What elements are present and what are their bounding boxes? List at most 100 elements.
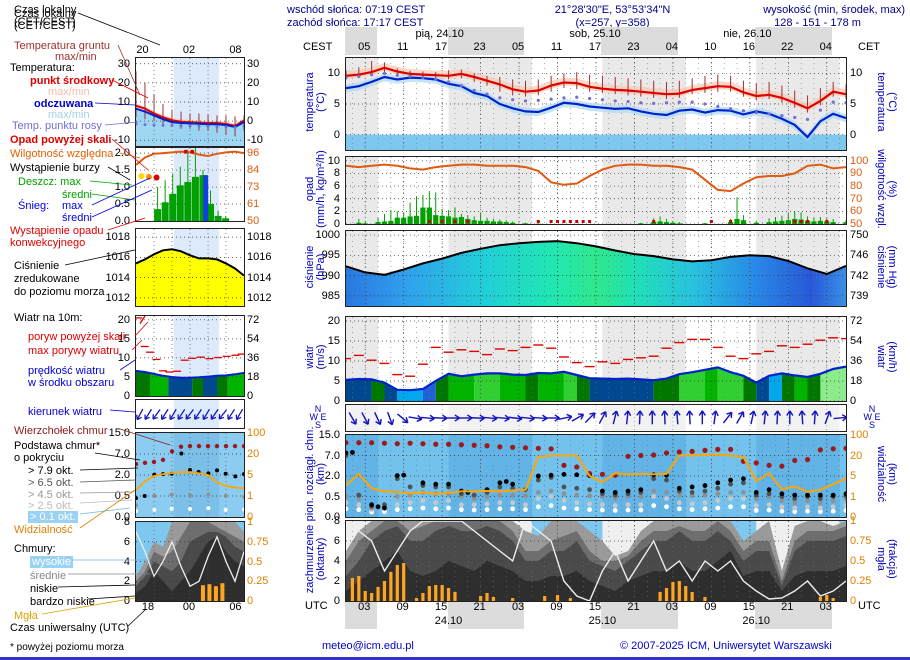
legend-niskie: niskie: [30, 583, 59, 595]
axis-tick: 100: [850, 429, 869, 441]
mini-pressure-panel: [135, 228, 245, 307]
axis-name-wiatr-left: wiatr (m/s): [304, 344, 327, 370]
mini-tick: 5: [123, 370, 130, 383]
axis-tick: 0: [333, 395, 340, 407]
legend-podstawa-chmur-: Podstawa chmur*: [14, 440, 101, 452]
mini-tick: 10: [247, 96, 260, 108]
hour-label-top: 10: [704, 41, 717, 53]
hour-label-top: 05: [511, 41, 525, 53]
mini-tick: 0.5: [247, 555, 263, 568]
day-label-bottom: 25.10: [588, 615, 617, 627]
legend--rednie: średnie: [30, 570, 67, 582]
legend--cet-cest-: (CET/CEST): [14, 20, 76, 32]
mini-temperature-panel: [135, 57, 245, 147]
axis-tick: 746: [850, 249, 869, 262]
mini-cloud-cover-panel: [135, 521, 245, 602]
legend-chmury-: Chmury:: [14, 543, 56, 555]
legend--nieg-: Śnieg:: [18, 200, 50, 212]
mini-tick: 18: [247, 370, 260, 383]
mini-tick: 36: [247, 351, 260, 364]
mini-tick: 61: [247, 198, 260, 211]
mini-tick: 20: [247, 76, 260, 89]
mini-tick: 4: [123, 555, 130, 568]
legend--redni: średni: [62, 189, 92, 201]
mini-tick: 1018: [247, 231, 272, 244]
cloud-extent-panel: [345, 434, 847, 518]
mini-cloud-extent-panel: [135, 432, 245, 518]
legend-wyst-pienie-opadu: Wystąpienie opadu: [10, 225, 104, 237]
timezone-top-right: CET: [858, 41, 880, 53]
axis-tick: 10: [327, 355, 340, 367]
axis-tick: 739: [850, 289, 869, 302]
axis-tick: 7.0: [324, 449, 340, 462]
axis-tick: 6: [333, 180, 340, 193]
legend-wiatr-na-10m-: Wiatr na 10m:: [14, 312, 83, 324]
local-time-label-line1: Czas lokalny: [14, 4, 77, 16]
copyright-label: © 2007-2025 ICM, Uniwersytet Warszawski: [620, 640, 832, 652]
axis-tick: 20: [850, 449, 863, 462]
hour-label-top: 23: [473, 41, 486, 53]
timezone-bottom-right: UTC: [858, 600, 881, 612]
legend-konwekcyjnego: konwekcyjnego: [10, 237, 86, 249]
axis-tick: 80: [850, 180, 863, 193]
axis-name-wiatr-right: (km/h) wiatr: [875, 341, 898, 373]
axis-tick: 5: [333, 98, 340, 110]
mini-tick: 96: [247, 147, 260, 160]
axis-day-band: [345, 27, 378, 55]
axis-tick: 742: [850, 269, 869, 282]
legend-mg-a: Mgła: [14, 610, 38, 622]
mini-hour-top: 08: [229, 44, 242, 56]
mini-tick: 1012: [247, 291, 272, 304]
axis-tick: 90: [850, 167, 863, 180]
mini-tick: 0: [247, 511, 254, 523]
hour-label-bottom: 03: [819, 601, 832, 613]
axis-tick: 985: [321, 289, 340, 302]
axis-tick: 0.0: [324, 511, 340, 523]
legend-deszcz-max: Deszcz: max: [18, 176, 81, 188]
legend-pr-dko-wiatru: prędkość wiatru: [28, 365, 106, 377]
legend-max-porywy-wiatru: max porywy wiatru: [28, 345, 120, 357]
axis-tick: 0: [850, 595, 857, 607]
axis-tick: 2.0: [324, 470, 340, 482]
axis-tick: 995: [321, 249, 340, 262]
axis-tick: 100: [850, 154, 869, 167]
legend-wysokie: wysokie: [30, 556, 74, 568]
contact-email-link[interactable]: meteo@icm.edu.pl: [322, 640, 414, 652]
hour-label-bottom: 15: [588, 601, 602, 613]
mini-tick: 0.5: [114, 490, 130, 502]
pressure-panel: [345, 230, 847, 307]
sunset-label: zachód słońca: 17:17 CEST: [287, 17, 424, 29]
mini-tick: 8: [123, 516, 130, 528]
axis-day-band: [601, 600, 679, 629]
legend-bardzo-niskie: bardzo niskie: [30, 596, 95, 608]
axis-tick: 36: [850, 355, 863, 367]
axis-tick: 0: [333, 595, 340, 607]
hour-label-bottom: 03: [511, 601, 525, 613]
mini-tick: 84: [247, 164, 260, 177]
legend-ci-nienie: Ciśnienie: [14, 260, 60, 272]
legend-zredukowane: zredukowane: [14, 273, 80, 285]
hour-label-top: 17: [435, 41, 448, 53]
mini-tick: 6: [123, 535, 130, 548]
legend-kierunek-wiatru: kierunek wiatru: [28, 406, 102, 418]
axis-day-band: [447, 27, 525, 55]
hour-label-bottom: 03: [665, 601, 679, 613]
mini-tick: 10: [117, 96, 130, 108]
mini-tick: 20: [117, 76, 130, 89]
axis-tick: 0.5: [324, 490, 340, 503]
local-time-label-line2: (CET/CEST): [14, 16, 76, 28]
mini-tick: 0.5: [114, 198, 130, 211]
axis-tick: 15: [327, 335, 340, 347]
legend-wilgotno-wzgl-dna: Wilgotność względna: [10, 148, 114, 160]
legend-max-min: max/min: [48, 109, 90, 121]
axis-tick: 750: [850, 229, 869, 242]
day-label-bottom: 24.10: [434, 615, 463, 627]
mini-hour-top: 02: [182, 44, 196, 56]
day-label-top: nie, 26.10: [723, 28, 772, 40]
legend-w-rodku-obszaru: w środku obszaru: [28, 377, 115, 389]
mini-tick: 1014: [105, 271, 130, 284]
axis-tick: 1: [850, 515, 857, 527]
grid-xy-label: (x=257, y=358): [575, 17, 650, 29]
axis-tick: 18: [850, 375, 863, 387]
